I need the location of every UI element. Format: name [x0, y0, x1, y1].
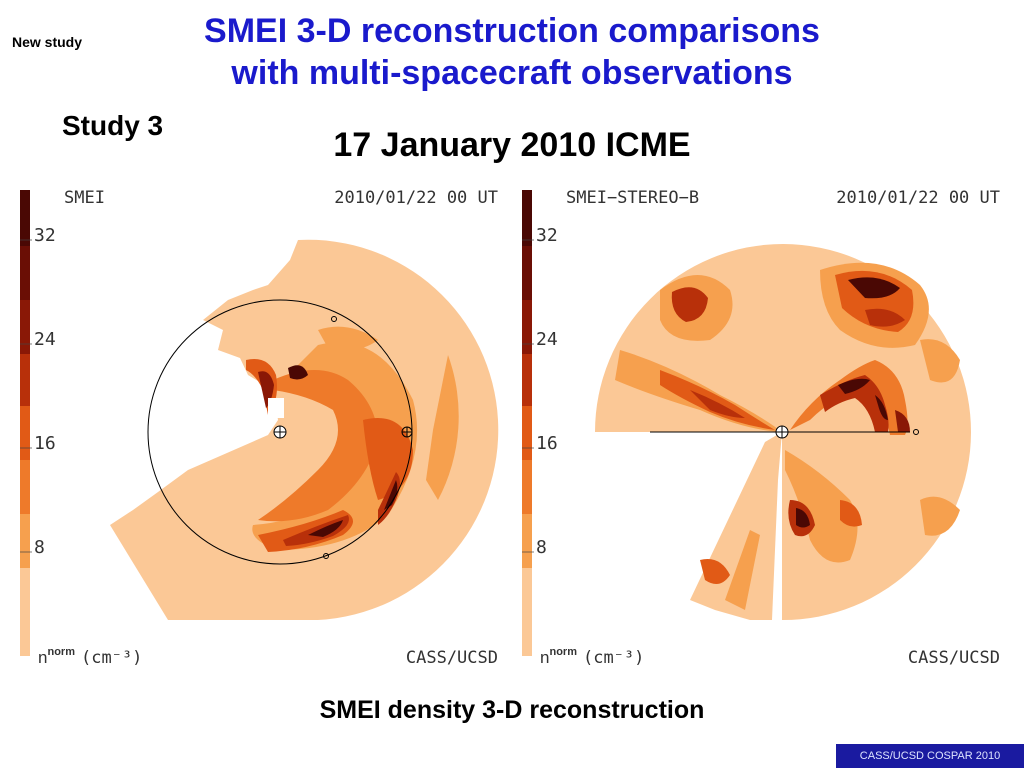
smei-stereo-b-panel: 32 24 16 8 SMEI−STEREO−B 2010/01/22 00 U…: [520, 180, 1020, 670]
smei-panel: 32 24 16 8 SMEI 2010/01/22 00 UT: [18, 180, 518, 670]
colorbar-tick: 24: [536, 329, 558, 350]
sun-marker: [273, 425, 287, 439]
sun-marker: [775, 425, 789, 439]
spacecraft-marker: [331, 316, 337, 322]
spacecraft-marker: [323, 553, 329, 559]
footer-badge: CASS/UCSD COSPAR 2010: [836, 744, 1024, 768]
colorbar-tick: 8: [34, 537, 45, 558]
smei-density-map: 32 24 16 8 SMEI 2010/01/22 00 UT: [20, 188, 499, 668]
colorbar-tick: 16: [34, 433, 56, 454]
earth-marker: [913, 429, 919, 435]
panel-label: SMEI: [64, 188, 105, 208]
page-title: SMEI 3-D reconstruction comparisons with…: [100, 10, 924, 94]
colorbar-tick: 32: [34, 225, 56, 246]
units-label: nnorm (cm⁻³): [38, 646, 142, 668]
panel-label: SMEI−STEREO−B: [566, 188, 699, 208]
event-title: 17 January 2010 ICME: [333, 126, 691, 164]
density-disk: [110, 239, 499, 620]
earth-marker: [401, 426, 413, 438]
colorbar-tick: 32: [536, 225, 558, 246]
colorbar-tick: 8: [536, 537, 547, 558]
smei-stereo-b-density-map: 32 24 16 8 SMEI−STEREO−B 2010/01/22 00 U…: [522, 188, 1000, 668]
credit-label: CASS/UCSD: [406, 648, 498, 668]
study-label: Study 3: [62, 110, 164, 141]
new-study-label: New study: [12, 34, 83, 50]
panel-timestamp: 2010/01/22 00 UT: [836, 188, 1000, 208]
panel-timestamp: 2010/01/22 00 UT: [334, 188, 498, 208]
colorbar: [20, 190, 32, 656]
units-label: nnorm (cm⁻³): [540, 646, 644, 668]
figure-caption: SMEI density 3-D reconstruction: [319, 696, 705, 724]
colorbar-tick: 24: [34, 329, 56, 350]
title-line-1: SMEI 3-D reconstruction comparisons: [204, 12, 820, 50]
title-line-2: with multi-spacecraft observations: [231, 54, 793, 92]
colorbar: [522, 190, 534, 656]
credit-label: CASS/UCSD: [908, 648, 1000, 668]
colorbar-tick: 16: [536, 433, 558, 454]
